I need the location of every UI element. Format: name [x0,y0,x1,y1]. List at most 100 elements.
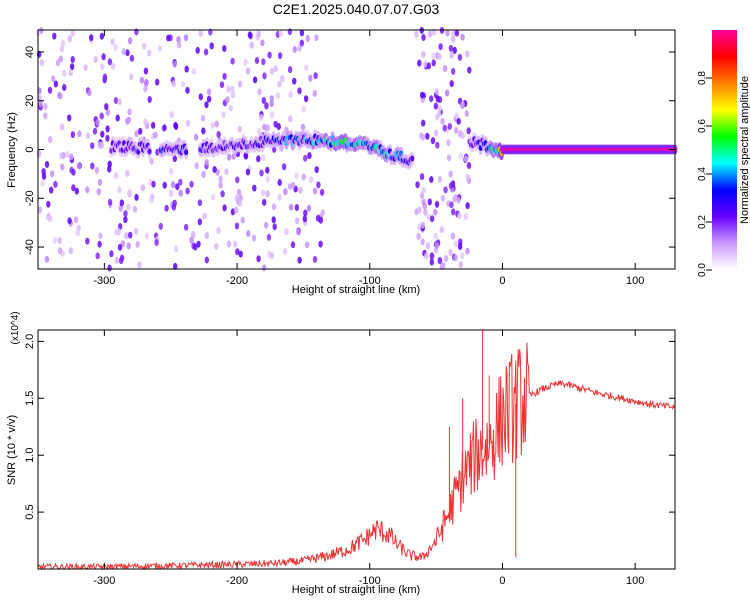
snr-multiplier: (x10^4) [10,311,21,344]
colorbar-ticks: 0.0 0.2 0.4 0.6 0.8 [697,71,712,277]
spectrogram-cell [178,189,183,197]
spectrogram-cell [204,232,209,239]
spectrogram-cell [173,262,178,270]
spectrogram-cell [287,66,293,74]
spectrogram-cell [305,35,310,42]
spectrogram-cell [70,56,75,63]
spectrogram-cell [463,213,469,221]
spectrogram-cell [312,187,318,195]
spectrogram-cell [426,62,431,70]
spectrogram-cell [466,127,471,135]
spectrogram-cell [315,214,321,222]
spectrogram-cell [61,69,67,77]
spectrogram-cell [68,247,74,255]
spectrogram-cell [420,221,425,229]
spectrogram-cell [237,80,243,88]
spectrogram-cell [417,223,422,231]
spectrogram-cell [119,199,125,207]
spectrogram-cell [214,242,219,250]
spectrogram-cell [90,162,95,170]
spectrogram-cell [201,170,206,178]
spectrogram-cell [434,88,440,96]
spectrogram-cell [238,250,243,258]
spectrogram-cell [44,255,50,263]
spectrogram-cell [184,65,189,73]
spectrogram-cell [252,76,258,84]
spectrogram-cell [193,243,198,251]
spectrogram-cell [287,28,293,36]
spectrogram-cell [92,127,98,135]
spectrogram-cell [430,137,436,145]
spectrogram-cell [434,200,440,208]
spectrogram-cell [438,43,443,51]
spectrogram-cell [319,188,325,196]
spectrogram-cell [303,95,309,103]
spectrogram-cell [60,40,66,47]
spectrogram-cell [465,202,470,210]
spectrogram-cell [301,105,306,113]
spectrogram-cell [314,34,319,42]
spectrogram-x-tick-label: 0 [499,275,505,287]
spectrogram-cell [245,168,251,176]
spectrogram-cell [153,131,158,139]
spectrogram-cell [446,139,451,147]
snr-x-tick-label: -300 [93,575,115,587]
spectrogram-cell [168,189,174,197]
spectrogram-cell [77,130,82,138]
spectrogram-cell [316,181,321,189]
spectrogram-cell [437,104,443,112]
spectrogram-cell [147,49,152,57]
spectrogram-cell [176,41,182,49]
spectrogram-cell [126,203,131,211]
spectrogram-cell [228,104,233,112]
spectrogram-cell [435,113,440,121]
spectrogram-cell [256,155,261,163]
spectrogram-cell [466,162,472,169]
spectrogram-cell [265,166,270,174]
spectrogram-cell [235,176,240,184]
spectrogram-cell [196,240,201,248]
spectrogram-cell [433,232,438,240]
spectrogram-cell [437,53,442,60]
spectrogram-y-tick-label: -40 [24,239,36,255]
spectrogram-cell [222,45,227,52]
spectrogram-cell [76,162,82,170]
spectrogram-cell [222,204,227,212]
spectrogram-cell [284,228,289,236]
spectrogram-cell [206,88,212,96]
spectrogram-cell [162,181,167,189]
spectrogram-cell [277,52,283,60]
spectrogram-cell [312,90,317,97]
spectrogram-cell [437,175,443,183]
spectrogram-cell [298,186,303,194]
colorbar: 0.0 0.2 0.4 0.6 0.8 Normalized spectral ampl… [697,30,750,277]
spectrogram-cell [273,65,278,73]
spectrogram-cell [137,261,142,269]
spectrogram-y-tick-label: -20 [24,190,36,206]
spectrogram-cell [102,73,108,81]
spectrogram-cell [114,228,119,236]
spectrogram-cell [271,216,276,224]
spectrogram-cell [458,152,463,160]
spectrogram-cell [147,96,152,103]
spectrogram-cell [37,206,43,214]
spectrogram-cell [118,223,123,230]
spectrogram-cell [71,168,76,176]
spectrogram-cell [157,45,162,52]
spectrogram-y-tick-label: 40 [24,46,36,58]
spectrogram-cell [49,186,54,194]
spectrogram-cell [206,95,212,103]
spectrogram-cell [107,198,113,206]
spectrogram-cell [172,199,177,207]
spectrogram-cell [70,131,76,139]
spectrogram-x-ticks: -300 -200 -100 0 100 [93,30,644,287]
spectrogram-cell [294,204,299,211]
spectrogram-cell [219,81,225,89]
spectrogram-cell [204,101,209,109]
spectrogram-cell [191,68,197,75]
spectrogram-cell [243,58,248,66]
spectrogram-cell [449,51,454,59]
spectrogram-cell [40,179,45,187]
spectrogram-cell [453,126,459,134]
spectrogram-cell [288,115,293,123]
